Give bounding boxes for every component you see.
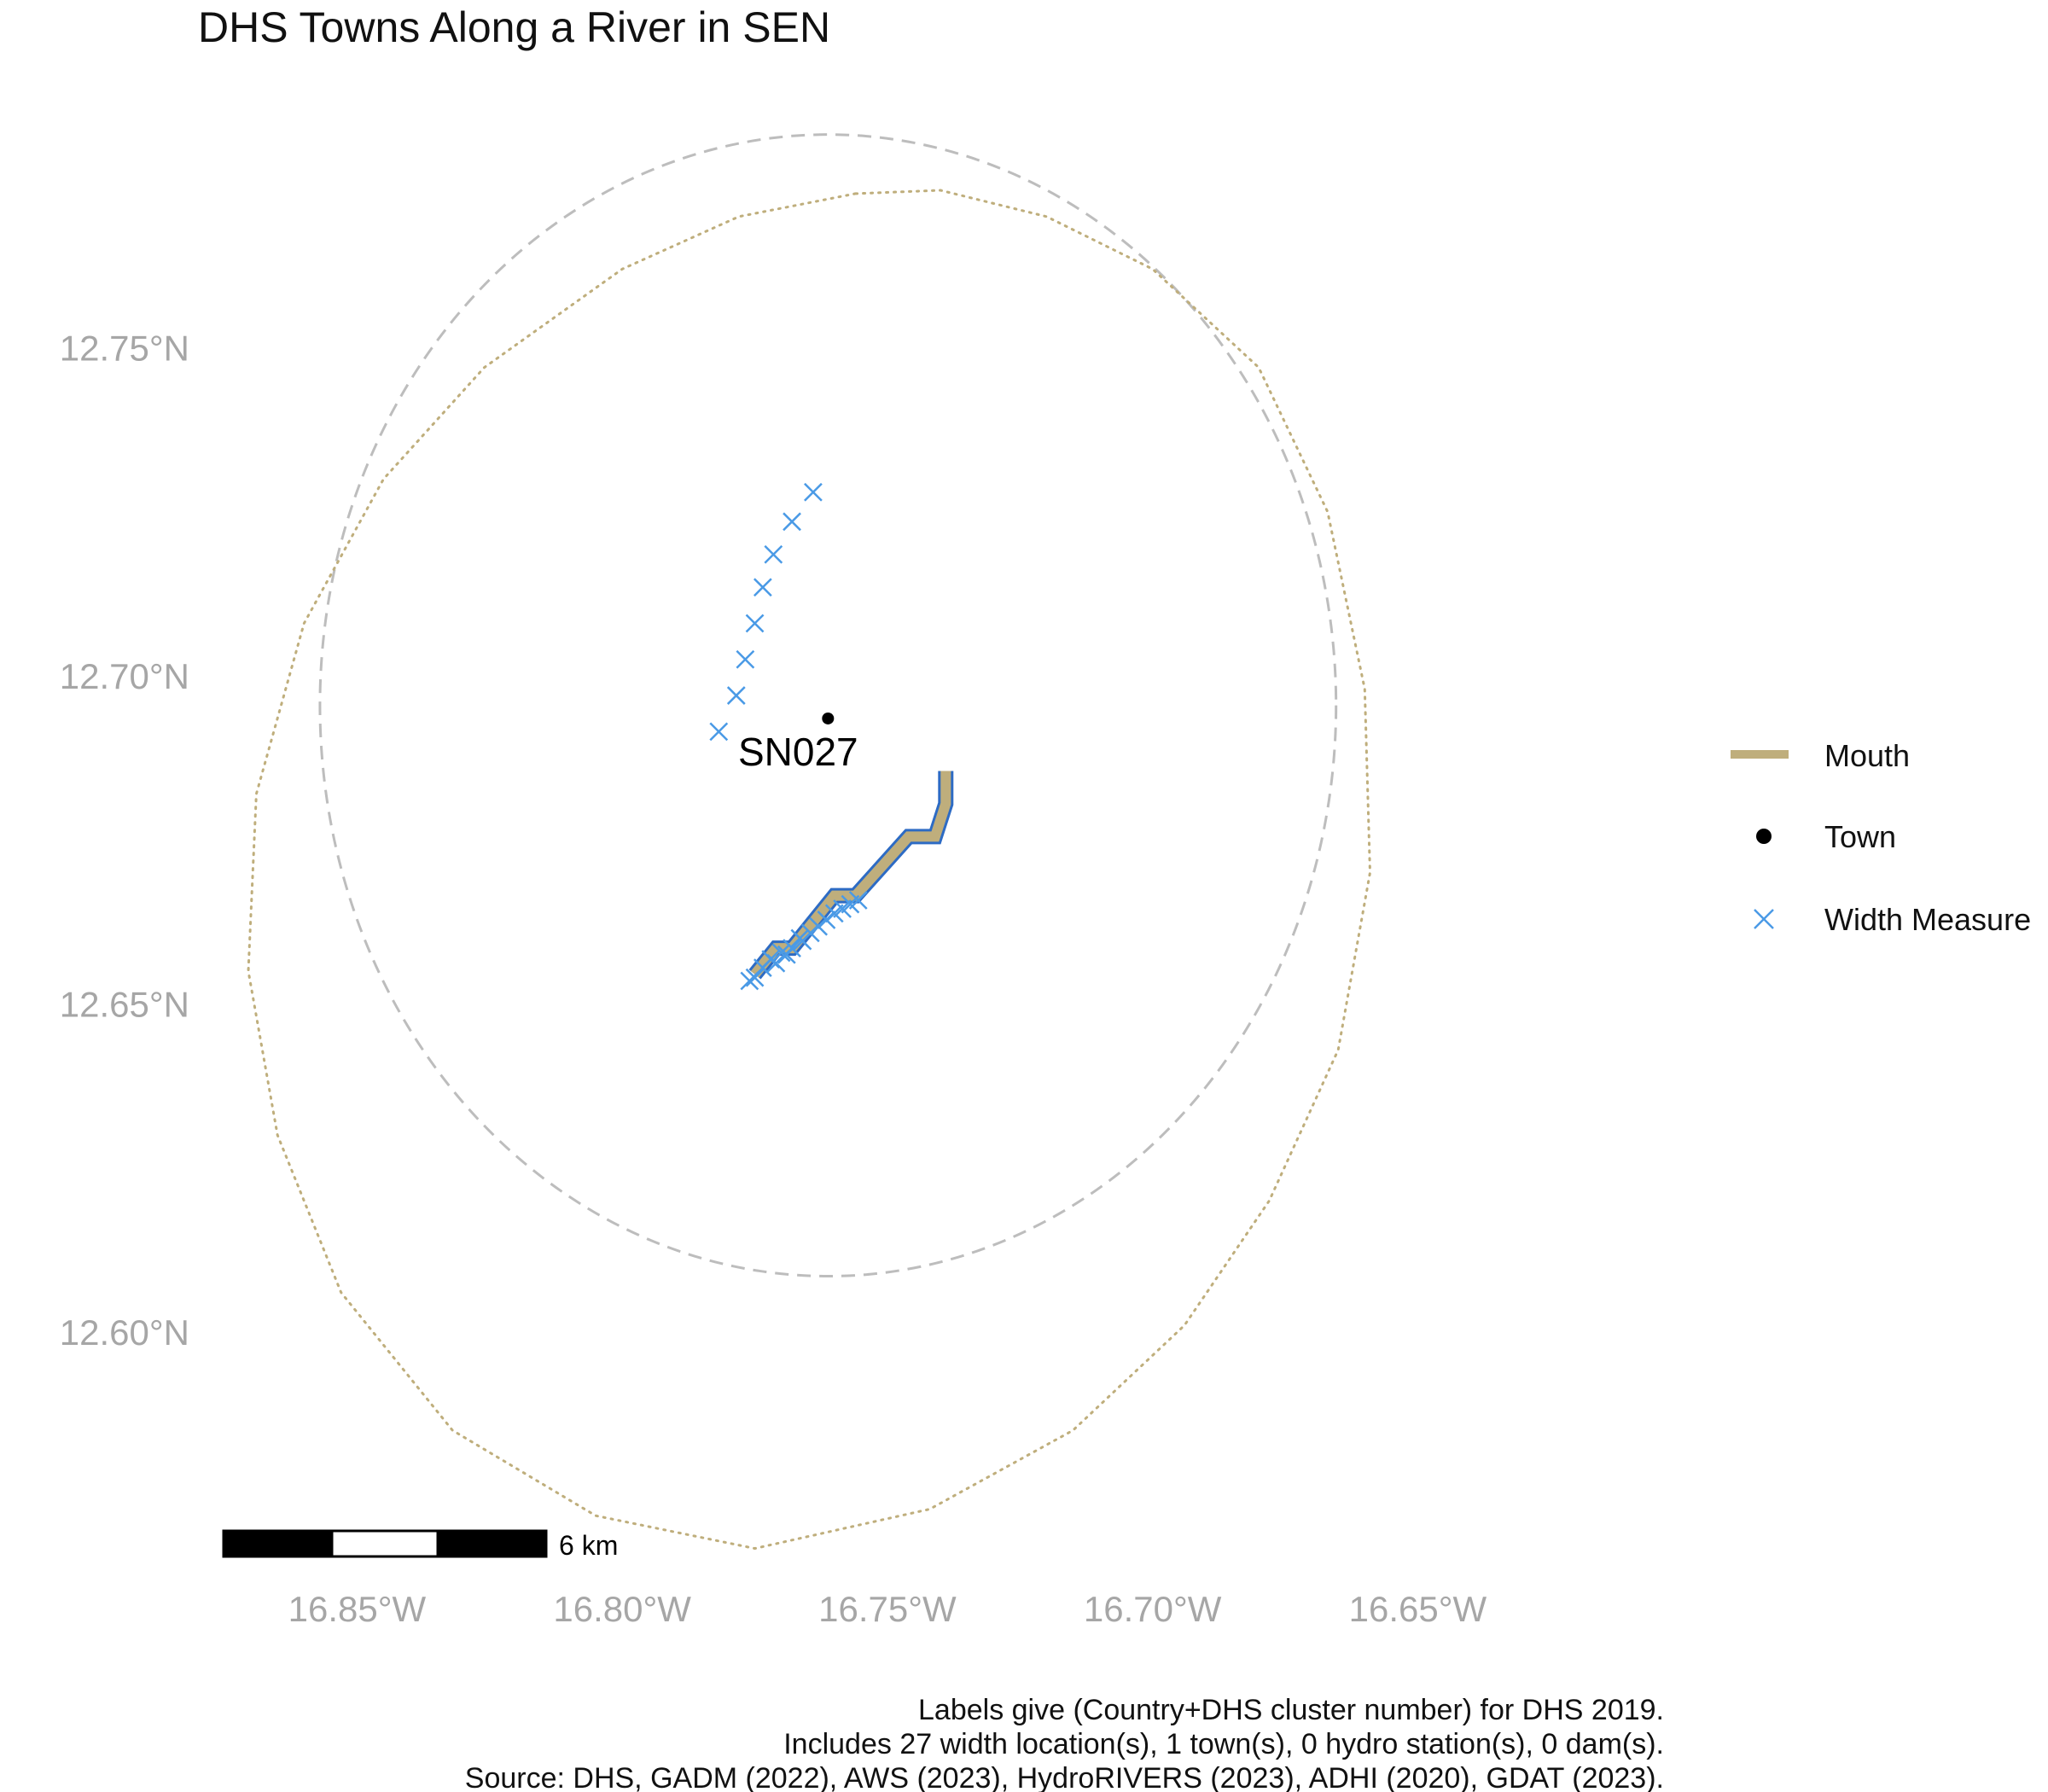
- axis-labels: 16.85°W 16.80°W 16.75°W 16.70°W 16.65°W 12.75…: [60, 329, 1487, 1629]
- lon-tick-label-3: 16.75°W: [818, 1589, 957, 1629]
- legend-town-label: Town: [1824, 819, 1896, 854]
- legend-town-key: [1756, 829, 1772, 844]
- lat-tick-label-2: 12.70°N: [60, 656, 189, 696]
- scale-bar-label: 6 km: [559, 1530, 618, 1561]
- lon-tick-label-2: 16.80°W: [553, 1589, 691, 1629]
- town-point: [822, 712, 835, 724]
- lat-tick-label-4: 12.60°N: [60, 1312, 189, 1353]
- buffer-dashed-circle: [318, 133, 1338, 1278]
- scale-bar-segment-1: [222, 1529, 334, 1558]
- mouth-river-line: [750, 771, 951, 978]
- width-measure-point-9: [745, 968, 765, 987]
- scale-bar-segment-2: [330, 1529, 439, 1558]
- map-title: DHS Towns Along a River in SEN: [198, 3, 830, 51]
- caption: Labels give (Country+DHS cluster number)…: [465, 1694, 1664, 1792]
- caption-line-2: Includes 27 width location(s), 1 town(s)…: [783, 1728, 1664, 1760]
- width-measure-point-8: [709, 722, 729, 742]
- lat-tick-label-3: 12.65°N: [60, 984, 189, 1024]
- lat-tick-label-1: 12.75°N: [60, 329, 189, 369]
- legend-mouth-label: Mouth: [1824, 738, 1910, 773]
- caption-line-1: Labels give (Country+DHS cluster number)…: [918, 1694, 1664, 1726]
- width-measure-point-12: [771, 943, 791, 963]
- width-measure-point-21: [848, 891, 868, 910]
- river-layer: [748, 771, 954, 980]
- dotted-boundary-line: [247, 189, 1371, 1551]
- legend: Mouth Town Width Measure: [1731, 738, 2031, 937]
- lon-tick-label-4: 16.70°W: [1084, 1589, 1222, 1629]
- caption-line-3: Source: DHS, GADM (2022), AWS (2023), Hy…: [465, 1762, 1664, 1792]
- width-measure-point-7: [726, 686, 746, 705]
- scale-bar-segment-3: [436, 1529, 548, 1558]
- width-measure-point-3: [764, 544, 783, 564]
- town-label: SN027: [738, 730, 858, 774]
- scale-bar: 6 km: [222, 1529, 618, 1561]
- town-layer: SN027: [738, 712, 858, 774]
- legend-width-key: [1754, 909, 1774, 929]
- boundary-layer: [247, 133, 1371, 1551]
- legend-width-label: Width Measure: [1824, 902, 2031, 937]
- width-measure-point-23: [777, 945, 796, 964]
- width-measure-point-22: [790, 928, 810, 948]
- width-measure-point-24: [766, 953, 786, 973]
- lon-tick-label-5: 16.65°W: [1349, 1589, 1487, 1629]
- width-measure-layer: [709, 482, 868, 991]
- width-measure-point-5: [745, 614, 765, 633]
- width-measure-point-6: [736, 649, 755, 669]
- width-measure-point-4: [753, 578, 772, 597]
- width-measure-point-2: [783, 512, 801, 532]
- lon-tick-label-1: 16.85°W: [288, 1589, 427, 1629]
- width-measure-point-1: [804, 482, 823, 502]
- width-measure-point-25: [740, 971, 759, 991]
